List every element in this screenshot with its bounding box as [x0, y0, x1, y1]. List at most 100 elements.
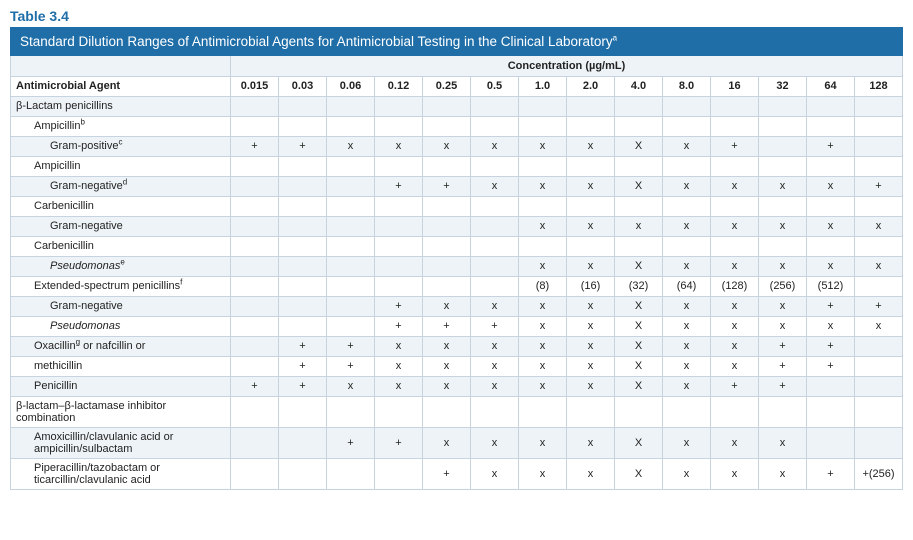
table-row: β-Lactam penicillins: [11, 96, 903, 116]
value-cell: [471, 216, 519, 236]
value-cell: [615, 156, 663, 176]
value-cell: x: [567, 296, 615, 316]
agent-label-cell: Gram-positivec: [11, 136, 231, 156]
value-cell: [327, 236, 375, 256]
value-cell: [279, 176, 327, 196]
value-cell: [231, 458, 279, 489]
value-cell: [855, 276, 903, 296]
agent-label-cell: β-lactam–β-lactamase inhibitor combinati…: [11, 396, 231, 427]
value-cell: [423, 96, 471, 116]
value-cell: x: [471, 458, 519, 489]
value-cell: [567, 96, 615, 116]
value-cell: [663, 236, 711, 256]
value-cell: +: [279, 376, 327, 396]
agent-label: Pseudomonas: [16, 320, 120, 332]
value-cell: X: [615, 427, 663, 458]
value-cell: [663, 116, 711, 136]
value-cell: [327, 196, 375, 216]
value-cell: [423, 196, 471, 216]
value-cell: [279, 196, 327, 216]
value-cell: X: [615, 376, 663, 396]
value-cell: x: [375, 356, 423, 376]
value-cell: (64): [663, 276, 711, 296]
value-cell: [855, 427, 903, 458]
value-cell: x: [663, 136, 711, 156]
value-cell: [663, 156, 711, 176]
value-cell: x: [519, 336, 567, 356]
agent-label: Ampicillin: [16, 120, 80, 132]
value-cell: [423, 216, 471, 236]
value-cell: [279, 396, 327, 427]
value-cell: [327, 176, 375, 196]
agent-label: Piperacillin/tazobactam or ticarcillin/c…: [16, 462, 225, 486]
value-cell: +: [759, 376, 807, 396]
concentration-column-header: 128: [855, 76, 903, 96]
value-cell: x: [663, 427, 711, 458]
value-cell: [807, 116, 855, 136]
value-cell: [279, 96, 327, 116]
value-cell: x: [711, 356, 759, 376]
agent-label-cell: Extended-spectrum penicillinsf: [11, 276, 231, 296]
table-row: Gram-positivec++xxxxxxXx++: [11, 136, 903, 156]
value-cell: [327, 276, 375, 296]
value-cell: +: [327, 427, 375, 458]
value-cell: [855, 396, 903, 427]
value-cell: [327, 256, 375, 276]
agent-label: Carbenicillin: [16, 200, 94, 212]
agent-label-extra: or nafcillin or: [80, 340, 145, 352]
footnote-sup: d: [123, 177, 127, 186]
footnote-sup: f: [180, 277, 182, 286]
value-cell: +: [807, 356, 855, 376]
value-cell: x: [759, 458, 807, 489]
value-cell: +: [855, 176, 903, 196]
value-cell: [231, 256, 279, 276]
value-cell: x: [663, 316, 711, 336]
concentration-column-header: 64: [807, 76, 855, 96]
value-cell: x: [567, 336, 615, 356]
value-cell: (32): [615, 276, 663, 296]
value-cell: [471, 396, 519, 427]
value-cell: +: [423, 458, 471, 489]
value-cell: x: [663, 376, 711, 396]
value-cell: [279, 427, 327, 458]
value-cell: [231, 316, 279, 336]
concentration-column-header: 1.0: [519, 76, 567, 96]
value-cell: [855, 196, 903, 216]
value-cell: x: [519, 458, 567, 489]
value-cell: [327, 96, 375, 116]
value-cell: [519, 196, 567, 216]
value-cell: [375, 196, 423, 216]
table-container: Table 3.4 Standard Dilution Ranges of An…: [0, 0, 913, 502]
value-cell: [471, 276, 519, 296]
value-cell: x: [567, 136, 615, 156]
value-cell: [279, 296, 327, 316]
value-cell: [807, 156, 855, 176]
value-cell: x: [759, 256, 807, 276]
value-cell: +: [375, 176, 423, 196]
value-cell: [519, 396, 567, 427]
value-cell: x: [375, 136, 423, 156]
concentration-column-header: 0.25: [423, 76, 471, 96]
value-cell: +: [711, 376, 759, 396]
table-row: Carbenicillin: [11, 236, 903, 256]
value-cell: x: [519, 296, 567, 316]
value-cell: x: [855, 316, 903, 336]
value-cell: [759, 156, 807, 176]
value-cell: +: [375, 296, 423, 316]
table-row: Oxacilling or nafcillin or++xxxxxXxx++: [11, 336, 903, 356]
value-cell: x: [327, 136, 375, 156]
value-cell: +: [231, 376, 279, 396]
value-cell: [375, 458, 423, 489]
value-cell: (128): [711, 276, 759, 296]
value-cell: [663, 96, 711, 116]
value-cell: x: [663, 216, 711, 236]
value-cell: [231, 156, 279, 176]
value-cell: [711, 396, 759, 427]
value-cell: [279, 236, 327, 256]
value-cell: X: [615, 296, 663, 316]
value-cell: x: [759, 296, 807, 316]
value-cell: [519, 96, 567, 116]
value-cell: [375, 96, 423, 116]
value-cell: [471, 116, 519, 136]
value-cell: [231, 336, 279, 356]
